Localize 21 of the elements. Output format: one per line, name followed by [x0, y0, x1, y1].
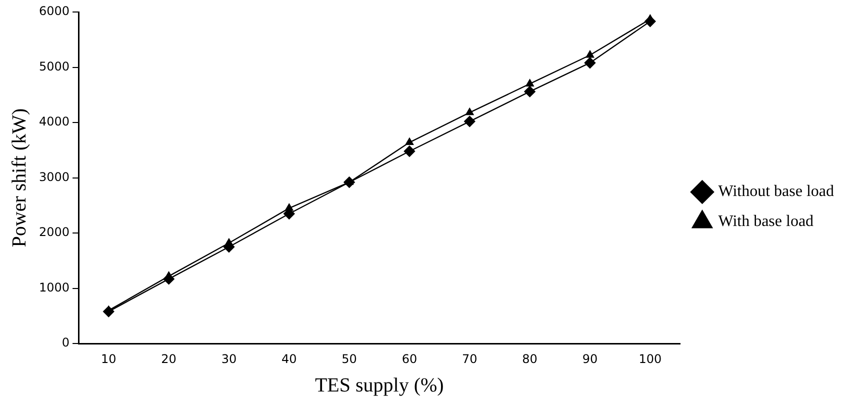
x-axis-title: TES supply (%): [314, 374, 444, 396]
y-tick-label: 1000: [38, 280, 70, 294]
y-tick-label: 0: [62, 336, 70, 350]
x-tick-label: 40: [281, 352, 297, 366]
y-tick-label: 5000: [38, 59, 70, 74]
x-tick-label: 30: [221, 352, 237, 366]
x-tick-label: 20: [161, 352, 176, 366]
x-tick-label: 10: [100, 352, 116, 366]
y-axis-title: Power shift (kW): [8, 108, 30, 248]
y-tick-label: 3000: [38, 170, 70, 184]
legend-label: With base load: [718, 213, 814, 230]
x-tick-label: 90: [582, 352, 598, 366]
y-tick-label: 2000: [38, 225, 70, 240]
x-tick-label: 70: [462, 352, 478, 366]
x-tick-label: 80: [522, 352, 538, 366]
y-tick-label: 6000: [38, 4, 70, 18]
y-tick-label: 4000: [38, 114, 70, 129]
legend-label: Without base load: [718, 183, 834, 200]
x-tick-label: 100: [638, 352, 662, 366]
x-tick-label: 50: [342, 352, 357, 366]
x-tick-label: 60: [402, 352, 418, 366]
